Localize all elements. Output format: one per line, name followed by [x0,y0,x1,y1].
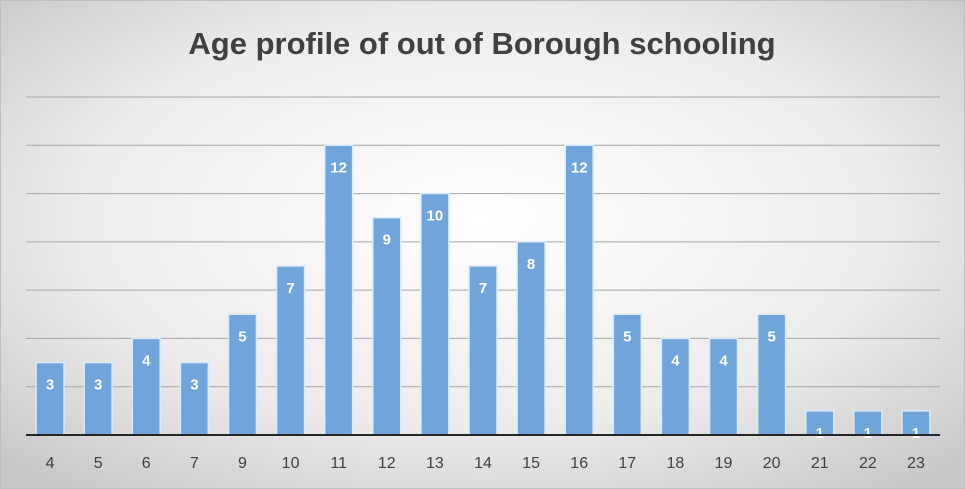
x-tick-label: 9 [238,455,247,472]
data-label: 7 [479,280,487,297]
bar [35,361,65,436]
data-label: 4 [142,352,151,369]
x-tick-label: 18 [667,455,685,472]
chart-title: Age profile of out of Borough schooling [188,26,775,61]
x-tick-label: 20 [763,455,781,472]
data-label: 8 [527,256,535,273]
bar [179,361,210,436]
bar [323,144,354,436]
bar [83,361,113,436]
bar [756,313,787,436]
x-tick-label: 10 [282,455,300,472]
data-label: 1 [816,425,824,442]
x-tick-label: 21 [811,455,829,472]
x-tick-label: 5 [94,455,103,472]
x-tick-label: 23 [907,455,925,472]
x-tick-label: 16 [570,455,588,472]
data-label: 5 [238,328,246,345]
bar [468,265,498,436]
bar [227,313,258,436]
x-tick-label: 14 [474,455,492,472]
x-tick-label: 11 [330,455,347,472]
bar [564,144,594,436]
data-label: 9 [383,232,391,249]
bar [612,313,643,436]
x-tick-label: 13 [426,455,444,472]
data-label: 3 [190,377,198,394]
x-tick-label: 7 [190,455,199,472]
data-label: 5 [623,328,631,345]
x-tick-label: 6 [142,455,151,472]
bar [660,337,691,436]
data-label: 4 [671,352,680,369]
x-tick-label: 19 [715,455,733,472]
bar [372,216,402,436]
x-tick-label: 22 [859,455,877,472]
data-label: 7 [286,280,294,297]
x-tick-label: 17 [618,455,636,472]
bar [853,410,883,436]
bar [516,241,546,436]
data-label: 12 [330,159,347,176]
bar [805,410,835,436]
data-label: 5 [767,328,775,345]
data-label: 3 [46,377,54,394]
x-tick-label: 15 [522,455,540,472]
data-label: 12 [571,159,588,176]
data-label: 1 [864,425,872,442]
data-label: 4 [719,352,728,369]
data-label: 10 [427,208,444,225]
bar [420,192,450,436]
x-tick-label: 4 [46,455,55,472]
x-tick-label: 12 [378,455,396,472]
data-label: 3 [94,377,102,394]
bar [131,337,161,436]
data-label: 1 [912,425,920,442]
